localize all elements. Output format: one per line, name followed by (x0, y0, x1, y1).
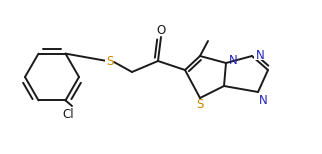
Text: S: S (196, 99, 204, 111)
Bar (227, 55, 237, 65)
Bar (195, 99, 205, 107)
Bar (62, 109, 74, 118)
Text: N: N (229, 53, 237, 67)
Bar (156, 26, 166, 36)
Bar (254, 51, 264, 59)
Text: O: O (156, 24, 166, 36)
Text: Cl: Cl (62, 107, 74, 120)
Text: N: N (256, 49, 264, 61)
Text: S: S (106, 55, 114, 67)
Bar (257, 95, 267, 105)
Text: N: N (259, 93, 267, 107)
Bar (105, 57, 115, 65)
